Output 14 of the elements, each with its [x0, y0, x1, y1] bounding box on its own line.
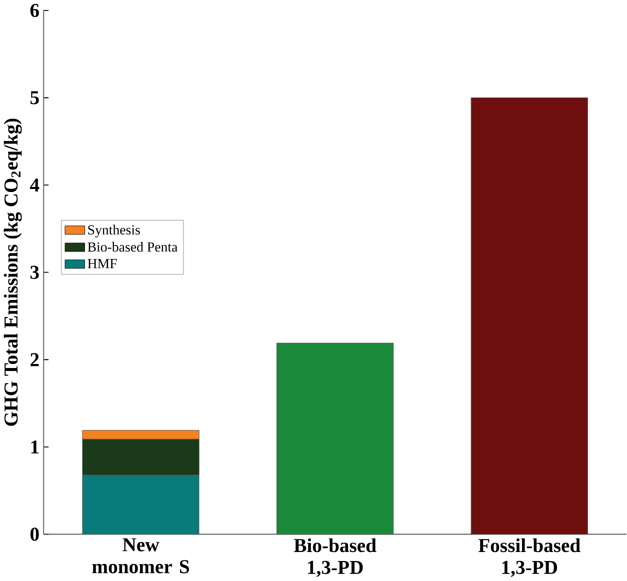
y-tick-label: 0 — [30, 528, 39, 541]
y-tick-label: 6 — [30, 4, 39, 18]
y-tick-label: 3 — [30, 266, 39, 280]
legend-label: HMF — [88, 259, 117, 268]
legend-label: Synthesis — [88, 224, 140, 238]
y-tick-label: 2 — [30, 353, 39, 366]
x-tick-label: Bio-based 1,3-PD — [294, 538, 376, 578]
legend-label: Bio-based Penta — [88, 242, 178, 252]
y-axis-title: GHG Total Emissions (kg CO$_{2}$eq/kg) — [4, 118, 22, 426]
y-tick-label: 4 — [30, 178, 40, 192]
y-tick-label: 1 — [31, 440, 39, 454]
x-tick-label: New monomer S — [92, 538, 189, 574]
x-tick-label: Fossil-based 1,3-PD — [478, 538, 580, 578]
y-tick-label: 5 — [30, 91, 39, 104]
